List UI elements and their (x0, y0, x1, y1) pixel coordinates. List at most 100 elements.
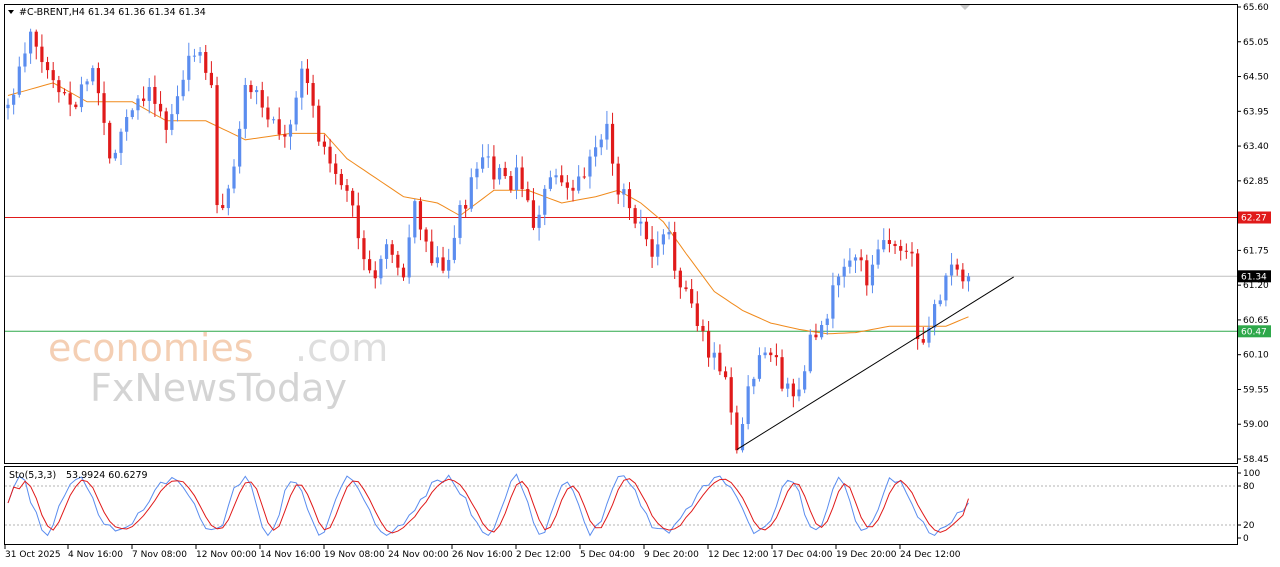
candle-body (85, 81, 89, 85)
trendline[interactable] (736, 276, 1014, 450)
time-label: 2 Dec 12:00 (516, 550, 571, 560)
stochastic-axis: 100 80 20 0 (1237, 469, 1260, 544)
candle-body (718, 352, 722, 372)
candle-body (661, 234, 665, 245)
chevron-down-icon[interactable] (8, 10, 14, 14)
candle-body (752, 378, 756, 387)
candle-body (396, 254, 400, 268)
candle-body (543, 188, 547, 215)
candle-body (475, 168, 479, 178)
candle-body (531, 200, 536, 228)
price-label: 59.00 (1243, 420, 1269, 430)
candle-body (622, 189, 626, 195)
candle-body (339, 173, 343, 186)
candle-body (384, 244, 389, 259)
candle-body (712, 352, 716, 358)
candle-body (51, 70, 55, 81)
candle-body (870, 264, 875, 286)
candle-body (853, 257, 858, 261)
candle-body (209, 72, 213, 86)
candle-body (34, 31, 38, 47)
candle-body (865, 260, 869, 286)
candle-body (735, 412, 739, 451)
time-label: 7 Nov 08:00 (132, 550, 187, 560)
candle-body (447, 259, 451, 271)
candle-body (23, 53, 27, 67)
candle-body (757, 355, 762, 379)
price-label: 63.95 (1243, 107, 1269, 117)
resistance-price-tag: 62.27 (1241, 214, 1267, 224)
ma-line (7, 82, 969, 335)
candle-body (803, 371, 807, 390)
candle-body (916, 253, 920, 340)
candle-body (74, 104, 78, 108)
candle-body (232, 166, 236, 189)
candle-body (181, 79, 185, 97)
time-label: 24 Nov 00:00 (388, 550, 449, 560)
candle-body (413, 201, 417, 238)
candle-body (368, 259, 372, 271)
candle-body (605, 123, 609, 140)
candle-body (45, 62, 50, 71)
candle-body (695, 303, 699, 326)
candle-body (825, 318, 829, 326)
candle-body (966, 276, 971, 282)
time-label: 5 Dec 04:00 (580, 550, 635, 560)
candle-body (62, 92, 67, 94)
candle-body (831, 285, 835, 319)
candle-body (6, 104, 10, 109)
chart-shift-icon[interactable] (960, 5, 970, 10)
stochastic-lines (7, 473, 969, 537)
candle-body (29, 31, 33, 54)
candle-body (627, 189, 632, 209)
candle-body (633, 208, 637, 224)
candle-body (119, 131, 123, 153)
current-price-tag-bg (1238, 270, 1271, 283)
time-label: 14 Nov 16:00 (260, 550, 321, 560)
candle-body (153, 86, 157, 104)
candle-body (277, 119, 281, 135)
candle-body (12, 94, 16, 105)
candle-body (283, 134, 287, 137)
stoch-signal-line (7, 478, 969, 534)
candle-body (786, 383, 790, 389)
candle-body (469, 177, 473, 209)
candle-body (740, 423, 745, 451)
candle-body (650, 239, 654, 257)
candle-body (351, 190, 355, 206)
candle-body (690, 289, 694, 304)
candle-body (520, 167, 524, 189)
stochastic-frame[interactable] (4, 466, 1238, 545)
candle-body (656, 244, 660, 257)
candle-body (108, 122, 112, 159)
watermark: economies .com FxNewsToday (48, 326, 388, 410)
candle-body (723, 371, 728, 378)
candle-body (961, 269, 965, 282)
candle-body (673, 232, 677, 271)
candle-body (577, 176, 581, 191)
candle-body (526, 188, 530, 201)
candle-body (481, 157, 485, 169)
candle-body (707, 331, 711, 358)
watermark-fxnewstoday: FxNewsToday (90, 366, 347, 410)
candle-body (430, 241, 434, 264)
time-axis: 31 Oct 2025 4 Nov 16:00 7 Nov 08:00 12 Nov … (4, 545, 961, 560)
candle-body (955, 264, 959, 270)
price-axis: 65.6065.0564.5063.9563.4062.8562.3061.75… (1237, 3, 1269, 465)
candle-body (848, 260, 852, 267)
price-label: 60.10 (1243, 351, 1269, 361)
current-price-tag: 61.34 (1241, 272, 1267, 282)
candle-body (808, 334, 812, 372)
time-label: 31 Oct 2025 (5, 550, 61, 560)
candle-body (464, 205, 468, 209)
candle-body (582, 176, 586, 178)
stochastic-header: Sto(5,3,3) 53.9924 60.6279 (9, 470, 148, 481)
candle-body (345, 185, 349, 191)
resistance-price-tag-bg (1238, 211, 1271, 224)
candle-body (57, 80, 61, 93)
candle-body (317, 105, 321, 142)
price-label: 65.60 (1243, 3, 1269, 13)
chart-header: #C-BRENT,H4 61.34 61.36 61.34 61.34 (8, 7, 206, 18)
candle-body (249, 84, 253, 93)
